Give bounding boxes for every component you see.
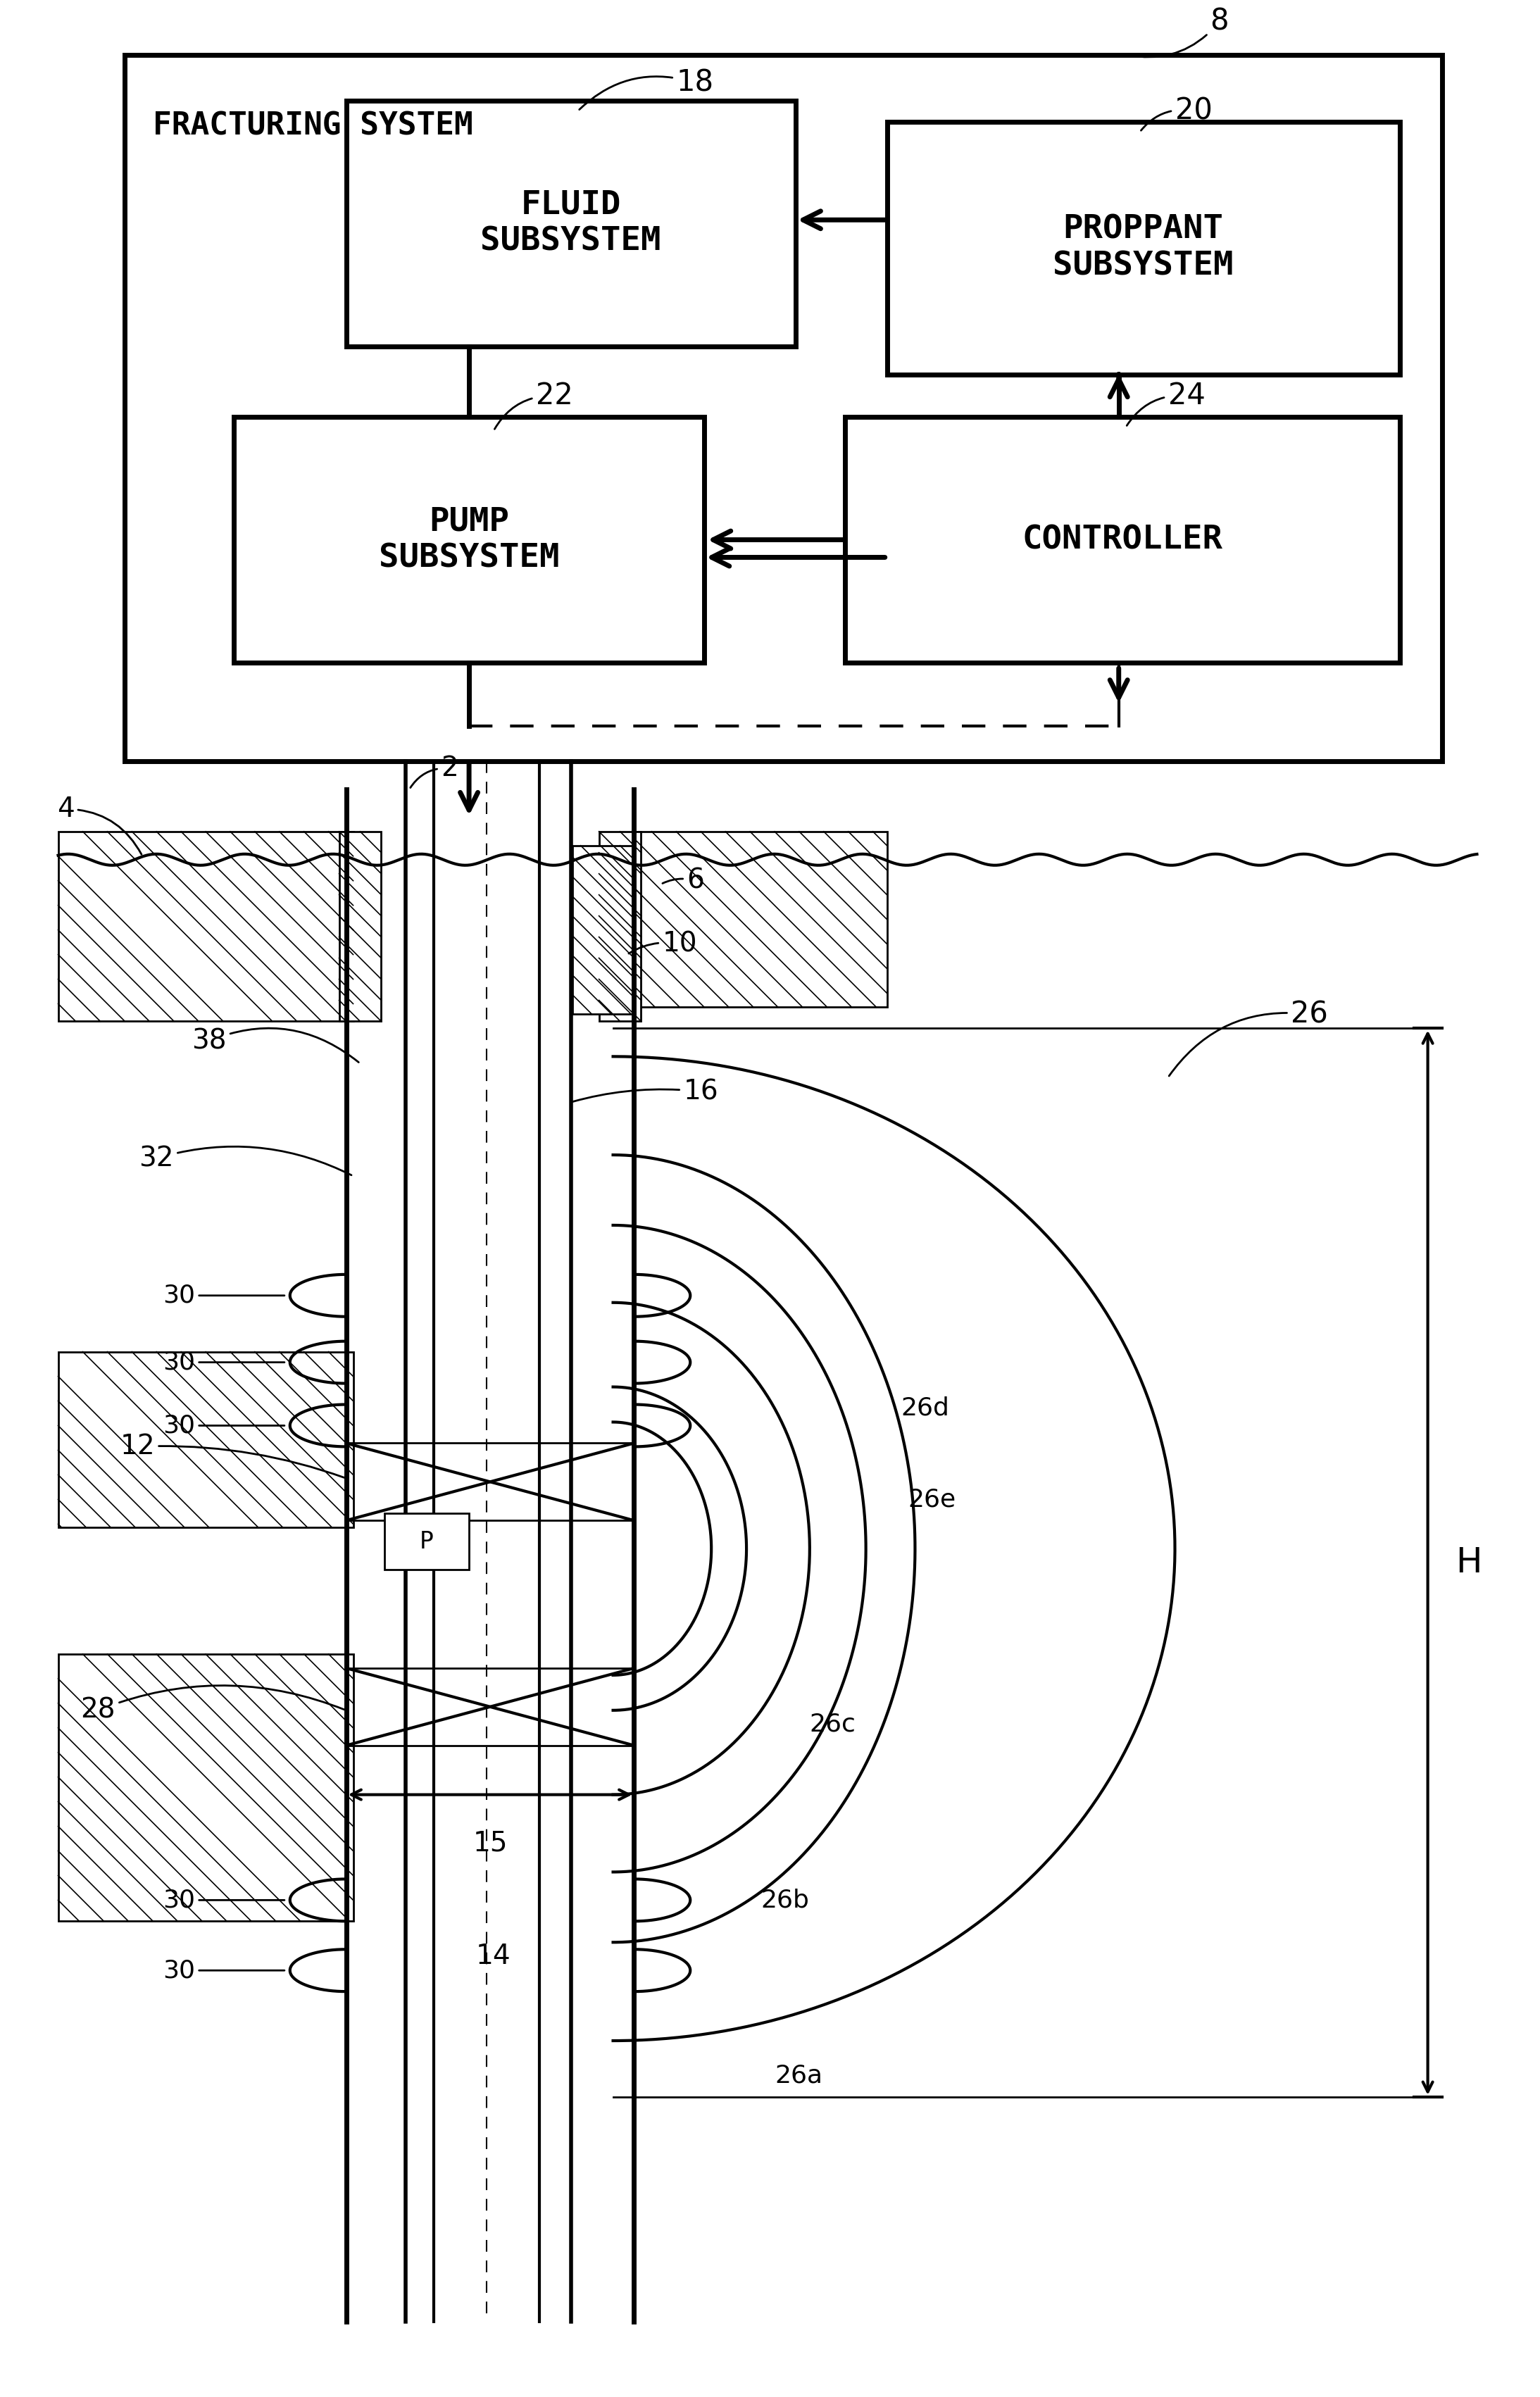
Text: 24: 24 [1127,381,1206,427]
Text: 22: 22 [494,381,573,429]
Bar [573,846,633,1014]
Text: 32: 32 [139,1146,351,1175]
Text: H: H [1455,1546,1483,1580]
Text: 12: 12 [120,1433,345,1477]
Text: 15: 15 [473,1829,508,1858]
Bar [634,832,887,1007]
Text: 30: 30 [163,1282,285,1306]
Bar [346,101,796,348]
Text: 2: 2 [410,755,459,789]
Bar [59,1352,353,1527]
Text: 26b: 26b [761,1889,808,1913]
Text: 8: 8 [1127,7,1229,58]
Text: CONTROLLER: CONTROLLER [1023,525,1223,556]
Bar [59,1654,353,1922]
Bar [59,832,353,1021]
Text: PUMP
SUBSYSTEM: PUMP SUBSYSTEM [379,506,559,573]
Text: FLUID
SUBSYSTEM: FLUID SUBSYSTEM [480,189,661,256]
Text: 26d: 26d [901,1395,950,1419]
Text: 20: 20 [1141,96,1212,129]
Text: 18: 18 [579,67,713,110]
Text: 16: 16 [573,1079,718,1105]
Bar [339,832,382,1021]
Text: 6: 6 [662,868,704,894]
Text: 28: 28 [80,1685,345,1723]
Bar [385,1513,470,1570]
Text: PROPPANT
SUBSYSTEM: PROPPANT SUBSYSTEM [1053,213,1234,283]
Text: 30: 30 [163,1958,285,1982]
Text: 26: 26 [1169,1000,1327,1076]
Text: 10: 10 [628,930,698,956]
Text: 30: 30 [163,1350,285,1373]
Bar [234,417,704,664]
Bar [599,832,641,1021]
Text: 38: 38 [191,1028,359,1062]
Text: 30: 30 [163,1414,285,1438]
Text: 26c: 26c [810,1711,856,1735]
Text: 30: 30 [163,1889,285,1913]
Text: 26e: 26e [909,1489,956,1513]
Bar [845,417,1400,664]
Text: 4: 4 [57,796,142,853]
Bar [887,122,1400,374]
Bar [125,55,1441,762]
Text: 14: 14 [476,1944,511,1970]
Text: P: P [420,1529,434,1553]
Text: 26a: 26a [775,2064,822,2088]
Text: FRACTURING SYSTEM: FRACTURING SYSTEM [152,110,473,141]
